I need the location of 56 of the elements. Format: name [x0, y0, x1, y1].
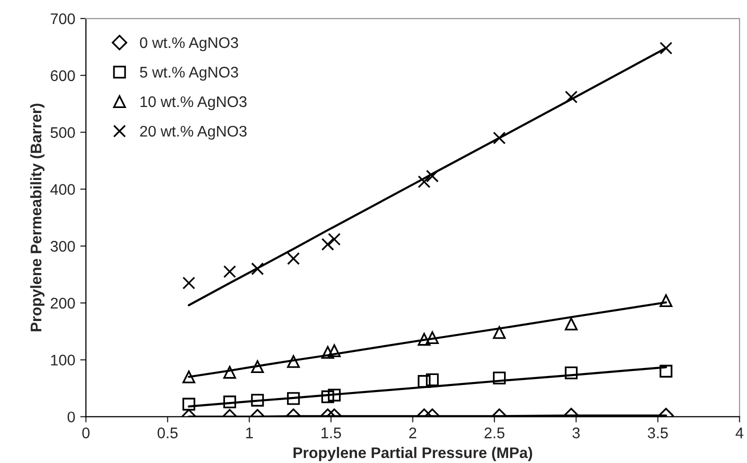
- point: [321, 346, 334, 359]
- y-tick-label: 300: [50, 240, 75, 252]
- y-tick-label: 0: [68, 412, 75, 422]
- point: [251, 360, 264, 374]
- y-tick-label: 700: [50, 13, 75, 24]
- x-tick-label: 4: [736, 428, 744, 438]
- point: [660, 364, 672, 378]
- point: [660, 294, 672, 308]
- point: [492, 372, 506, 384]
- x-tick-label: 1.5: [322, 428, 341, 438]
- y-tick-label: 100: [51, 354, 75, 366]
- legend-label: 20 wt.% AgNO3: [140, 126, 247, 140]
- y-tick-label: 400: [50, 184, 75, 195]
- point: [492, 132, 506, 144]
- point: [321, 390, 334, 404]
- x-tick-label: 2: [409, 428, 416, 438]
- x-axis-title: Propylene Partial Pressure (MPa): [294, 446, 532, 462]
- point: [564, 366, 578, 380]
- point: [223, 366, 236, 379]
- x-tick-label: 0.5: [158, 428, 178, 438]
- point: [328, 344, 341, 358]
- point: [418, 332, 431, 346]
- point: [328, 232, 341, 246]
- point: [182, 276, 196, 290]
- point: [223, 265, 236, 278]
- point: [660, 42, 672, 54]
- point: [182, 398, 196, 411]
- point: [251, 394, 264, 407]
- legend-label: 10 wt.% AgNO3: [140, 96, 247, 110]
- point: [321, 238, 334, 251]
- legend-label: 5 wt.% AgNO3: [140, 66, 238, 81]
- x-tick-label: 3: [572, 428, 580, 438]
- point: [426, 170, 439, 182]
- point: [287, 392, 300, 405]
- point: [223, 396, 236, 408]
- point: [287, 355, 300, 368]
- point: [287, 252, 300, 265]
- point: [182, 370, 196, 384]
- y-tick-label: 200: [50, 298, 75, 309]
- legend-label: 0 wt.% AgNO3: [140, 37, 238, 52]
- y-tick-label: 500: [50, 127, 75, 138]
- point: [492, 326, 506, 339]
- x-tick-label: 2.5: [484, 428, 504, 438]
- point: [418, 175, 431, 188]
- x-tick-label: 1: [246, 428, 253, 438]
- point: [426, 331, 439, 344]
- point: [564, 318, 578, 330]
- point: [426, 373, 439, 386]
- point: [251, 262, 264, 276]
- y-tick-label: 600: [50, 70, 75, 82]
- point: [328, 388, 341, 402]
- x-tick-label: 0: [82, 428, 90, 438]
- x-tick-label: 3.5: [648, 428, 668, 438]
- point: [418, 375, 431, 388]
- point: [564, 90, 578, 104]
- y-axis-title: Propylene Permeability (Barrer): [30, 104, 44, 332]
